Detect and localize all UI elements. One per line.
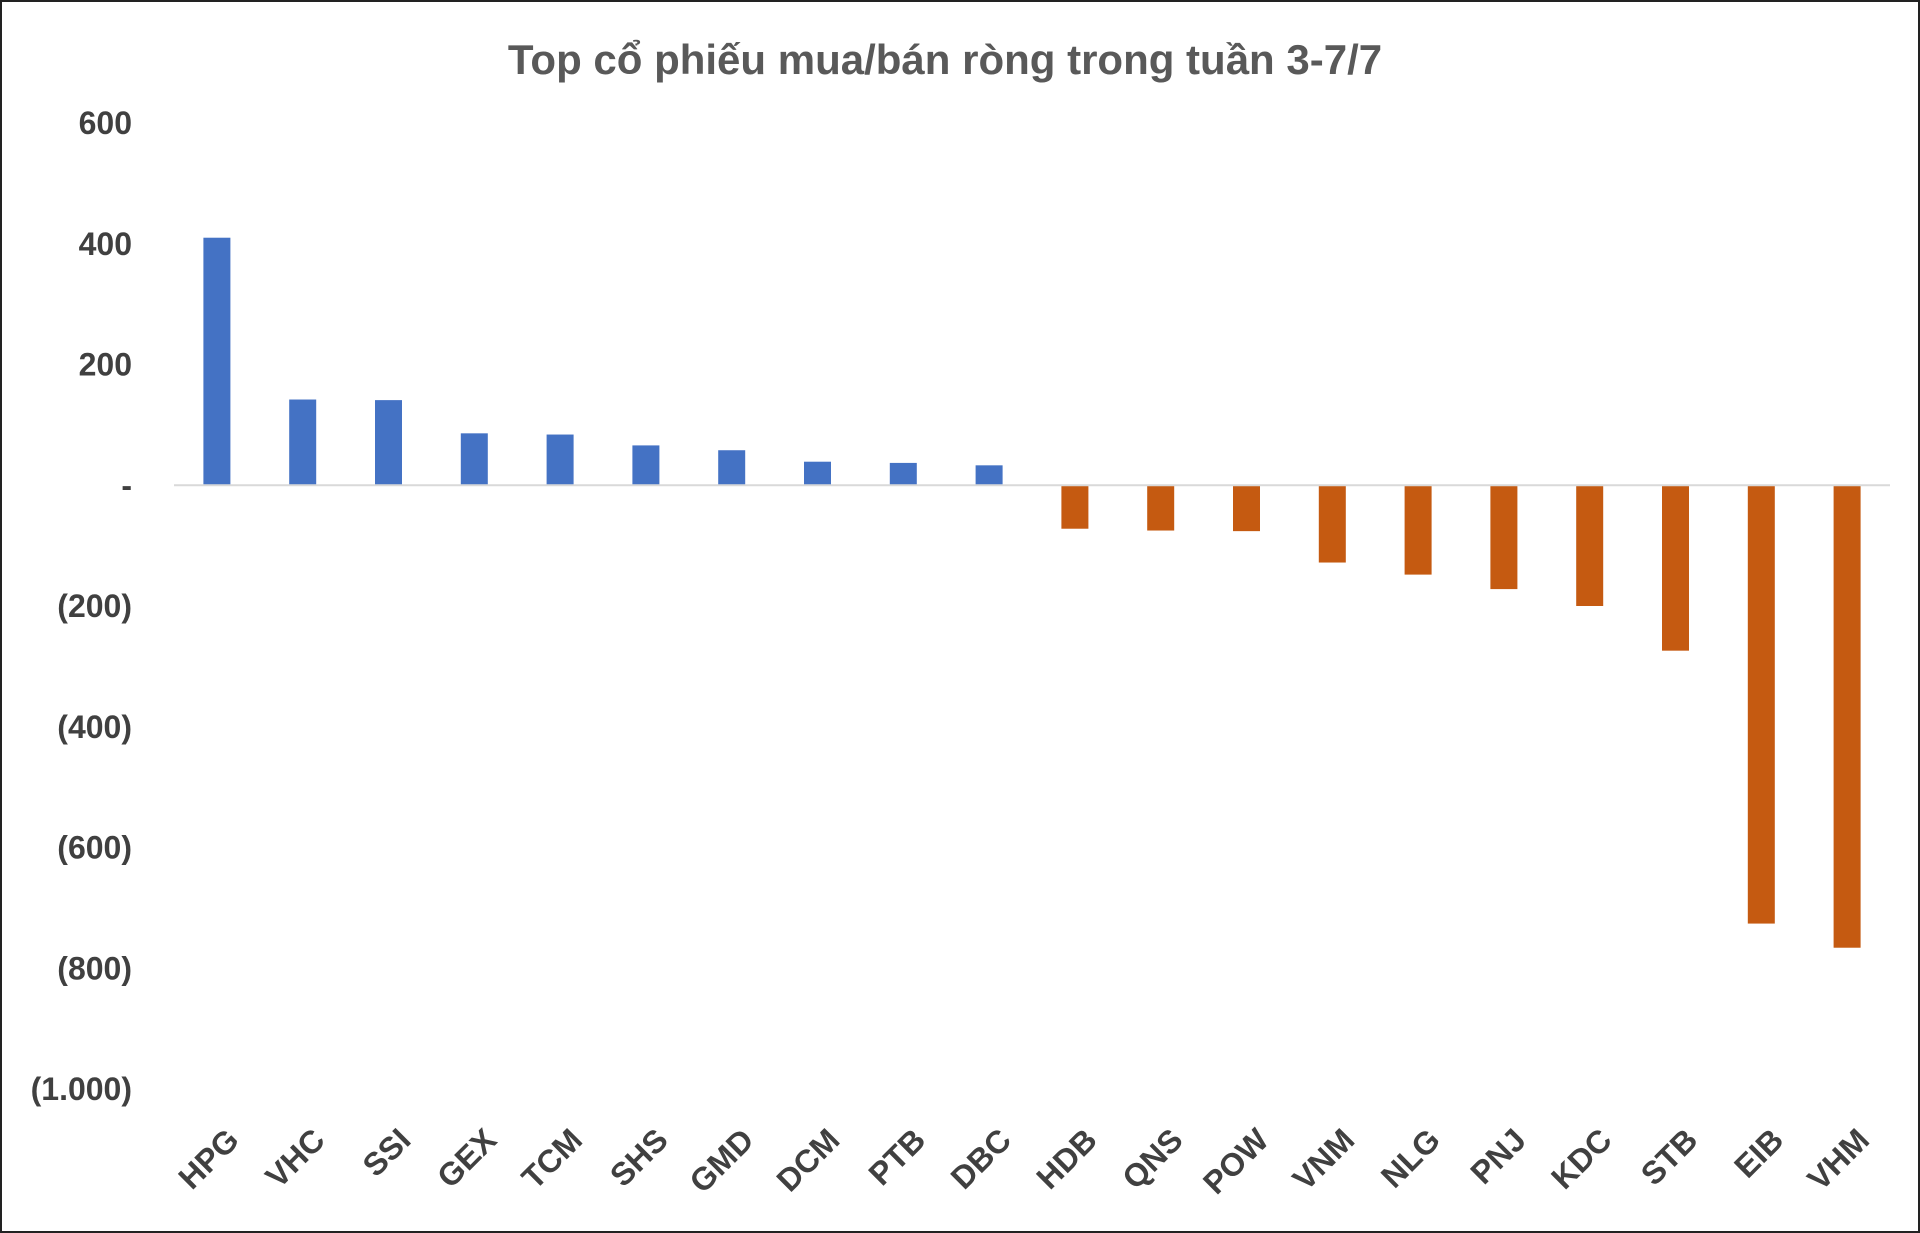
y-tick-label: 600 — [79, 105, 132, 141]
x-tick-label: TCM — [515, 1121, 589, 1195]
y-tick-label: (1.000) — [31, 1071, 132, 1107]
bar-hdb — [1061, 485, 1089, 529]
bar-dbc — [975, 465, 1003, 486]
bar-dcm — [804, 461, 831, 486]
x-tick-label: PTB — [862, 1121, 933, 1192]
x-tick-label: POW — [1196, 1121, 1276, 1201]
bar-gmd — [718, 450, 746, 486]
x-tick-label: HPG — [171, 1121, 245, 1195]
bar-hpg — [203, 237, 231, 486]
y-tick-label: (600) — [57, 830, 132, 866]
y-tick-label: (800) — [57, 950, 132, 986]
x-tick-label: VHC — [258, 1121, 331, 1194]
y-tick-label: (400) — [57, 709, 132, 745]
x-tick-label: NLG — [1374, 1121, 1447, 1194]
x-tick-label: DBC — [944, 1121, 1018, 1195]
bar-qns — [1147, 485, 1175, 531]
bar-nlg — [1404, 485, 1432, 575]
x-tick-label: VHM — [1800, 1121, 1876, 1197]
bar-eib — [1747, 485, 1775, 924]
x-tick-label: HDB — [1029, 1121, 1103, 1195]
x-tick-label: QNS — [1115, 1121, 1189, 1195]
x-axis-ticks: HPG VHC SSI GEX TCM SHS GMD DCM PTB DBC HDB QNS POW V… — [171, 1121, 1876, 1201]
bar-pnj — [1490, 485, 1518, 590]
x-tick-label: STB — [1634, 1121, 1705, 1192]
y-tick-label: 200 — [79, 347, 132, 383]
bar-shs — [632, 445, 660, 486]
chart-title: Top cổ phiếu mua/bán ròng trong tuần 3-7… — [508, 36, 1382, 83]
bar-vhm — [1833, 485, 1861, 948]
bar-stb — [1662, 485, 1689, 651]
x-tick-label: SSI — [356, 1121, 418, 1183]
bars — [203, 237, 1861, 948]
x-tick-label: DCM — [769, 1121, 846, 1198]
x-tick-label: PNJ — [1463, 1121, 1532, 1190]
x-tick-label: GEX — [430, 1121, 504, 1195]
y-tick-label: 400 — [79, 226, 132, 262]
bar-vnm — [1318, 485, 1346, 563]
y-tick-label: (200) — [57, 588, 132, 624]
x-tick-label: EIB — [1727, 1121, 1790, 1184]
x-tick-label: VNM — [1286, 1121, 1362, 1197]
x-tick-label: GMD — [682, 1121, 760, 1199]
bar-gex — [460, 433, 488, 486]
bar-ssi — [375, 400, 402, 486]
bar-kdc — [1576, 485, 1604, 606]
x-tick-label: SHS — [603, 1121, 675, 1193]
bar-tcm — [546, 434, 574, 486]
bar-ptb — [889, 462, 917, 486]
y-tick-label: - — [121, 467, 132, 503]
bar-vhc — [289, 399, 317, 486]
y-axis-ticks: 600 400 200 - (200) (400) (600) (800) (1.000) — [31, 105, 132, 1107]
x-tick-label: KDC — [1544, 1121, 1618, 1195]
bar-pow — [1233, 485, 1260, 532]
